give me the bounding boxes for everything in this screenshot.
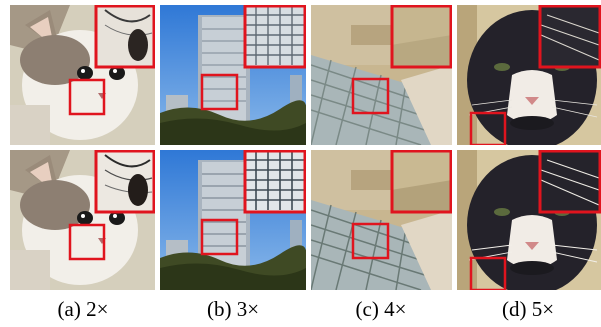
cat-image	[457, 5, 601, 145]
bed-image	[311, 5, 452, 145]
panel-a-row1	[10, 5, 155, 145]
panel-d-row2	[457, 150, 601, 290]
kitten-image	[10, 5, 155, 145]
panel-c-row1	[311, 5, 452, 145]
panel-c-row2	[311, 150, 452, 290]
bed-image	[311, 150, 452, 290]
cat-image	[457, 150, 601, 290]
skyscraper-image	[160, 5, 306, 145]
panel-a-row2	[10, 150, 155, 290]
kitten-image	[10, 150, 155, 290]
skyscraper-image	[160, 150, 306, 290]
caption-b: (b) 3×	[206, 297, 260, 321]
caption-d: (d) 5×	[501, 297, 555, 321]
caption-c: (c) 4×	[355, 297, 407, 321]
caption-a: (a) 2×	[57, 297, 109, 321]
panel-d-row1	[457, 5, 601, 145]
panel-b-row2	[160, 150, 306, 290]
panel-b-row1	[160, 5, 306, 145]
